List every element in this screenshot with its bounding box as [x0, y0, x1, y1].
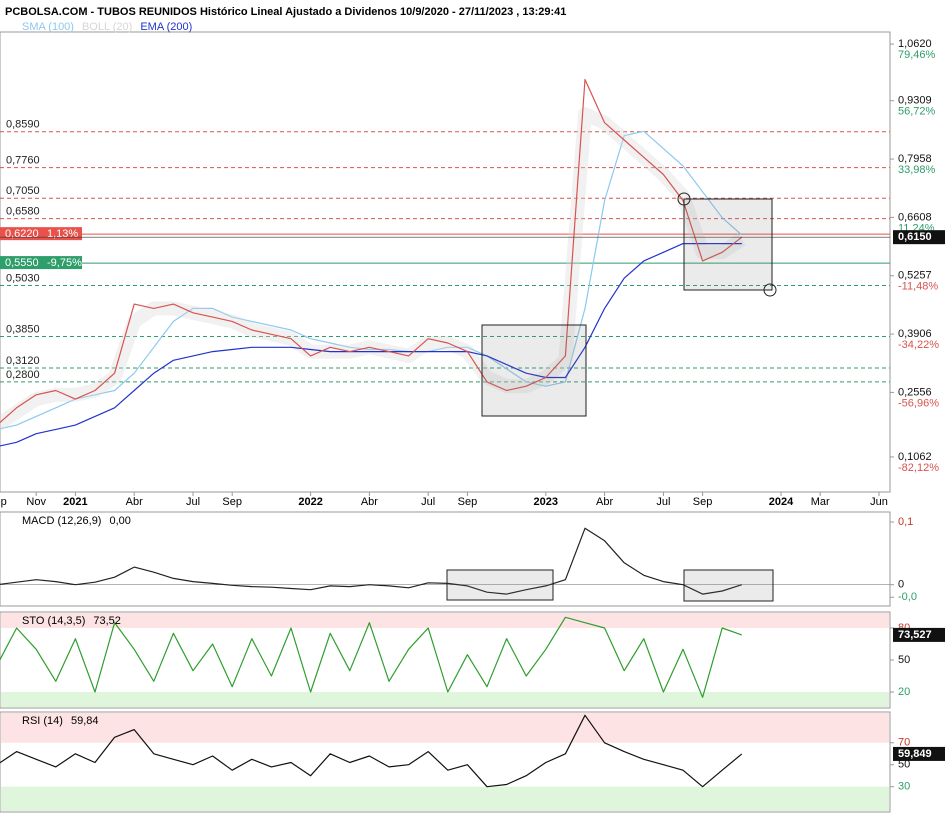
series-line [0, 243, 742, 447]
last-label: 59,849 [898, 748, 932, 760]
series-line [0, 130, 743, 430]
x-tick-label: Abr [361, 496, 378, 508]
y-tick-label: 0,1 [898, 516, 913, 528]
marker-circle [677, 192, 691, 206]
x-tick-label: Abr [596, 496, 613, 508]
last-label: 73,527 [898, 629, 932, 641]
level-label: 0,5550 [5, 257, 39, 269]
level-label: 0,6580 [6, 205, 40, 217]
level-label: 0,7050 [6, 185, 40, 197]
indicator-title: MACD (12,26,9) [22, 515, 101, 527]
y-tick-label: 70 [898, 737, 910, 749]
x-tick-label: Jul [186, 496, 200, 508]
x-tick-label: Sep [222, 496, 242, 508]
y-tick-label: 0,5257 [898, 270, 932, 282]
x-tick-label: Jul [421, 496, 435, 508]
legend-entry: SMA (100) [22, 21, 74, 33]
x-tick-label: Sep [0, 496, 7, 508]
x-tick-label: 2023 [534, 496, 558, 508]
x-tick-label: Jul [656, 496, 670, 508]
indicator-title: STO (14,3,5) [22, 615, 85, 627]
level-label: 0,7760 [6, 155, 40, 167]
oversold-zone [1, 786, 889, 811]
level-label: 0,6220 [5, 228, 39, 240]
level-box [0, 256, 82, 270]
level-change: -9,75% [47, 257, 82, 269]
indicator-title: RSI (14) [22, 715, 63, 727]
level-label: 0,5030 [6, 272, 40, 284]
x-tick-label: Abr [126, 496, 143, 508]
highlight-box [446, 569, 554, 601]
y-tick-change: 79,46% [898, 49, 936, 61]
y-tick-change: -56,96% [898, 397, 939, 409]
current-box [893, 230, 945, 245]
y-tick-label: 0,7958 [898, 153, 932, 165]
x-tick-label: Sep [693, 496, 713, 508]
y-tick-label: -0,0 [898, 591, 917, 603]
level-label: 0,2800 [6, 369, 40, 381]
y-tick-label: 30 [898, 781, 910, 793]
indicator-line [0, 714, 743, 788]
indicator-value: 0,00 [109, 515, 130, 527]
level-label: 0,3120 [6, 355, 40, 367]
y-tick-label: 50 [898, 654, 910, 666]
macd-panel [0, 511, 891, 607]
highlight-box [481, 324, 587, 417]
x-tick-label: 2024 [769, 496, 794, 508]
y-tick-label: 0,2556 [898, 386, 932, 398]
legend-entry: EMA (200) [140, 21, 192, 33]
main-panel [0, 31, 891, 493]
level-change: 1,13% [47, 228, 78, 240]
y-tick-change: -11,48% [898, 281, 938, 293]
overbought-zone [1, 613, 889, 628]
y-tick-label: 0 [898, 579, 904, 591]
marker-circle [763, 283, 777, 297]
y-tick-label: 50 [898, 759, 910, 771]
chart-title: PCBOLSA.COM - TUBOS REUNIDOS Histórico L… [5, 6, 566, 18]
last-box [893, 746, 945, 761]
y-tick-change: -34,22% [898, 339, 939, 351]
y-tick-label: 0,3906 [898, 328, 932, 340]
level-label: 0,8590 [6, 119, 40, 131]
x-tick-label: 2022 [298, 496, 322, 508]
oversold-zone [1, 692, 889, 707]
highlight-box [683, 569, 774, 602]
x-tick-label: Nov [26, 496, 46, 508]
legend-entry: BOLL (20) [82, 21, 132, 33]
indicator-value: 73,52 [93, 615, 121, 627]
y-tick-change: 33,98% [898, 164, 936, 176]
y-tick-label: 0,1062 [898, 451, 932, 463]
y-tick-change: -82,12% [898, 462, 939, 474]
y-tick-label: 20 [898, 686, 910, 698]
y-tick-label: 1,0620 [898, 38, 932, 50]
overbought-zone [1, 713, 889, 743]
current-label: 0,6150 [898, 231, 932, 243]
y-tick-label: 0,9309 [898, 95, 932, 107]
level-label: 0,3850 [6, 323, 40, 335]
y-tick-label: 0,6608 [898, 211, 932, 223]
x-tick-label: 2021 [63, 496, 87, 508]
x-tick-label: Mar [811, 496, 830, 508]
x-tick-label: Sep [458, 496, 478, 508]
price-line [0, 78, 743, 424]
indicator-line [0, 616, 742, 698]
y-tick-change: 56,72% [898, 106, 936, 118]
indicator-value: 59,84 [71, 715, 99, 727]
indicator-line [0, 527, 742, 595]
last-box [893, 627, 945, 642]
x-tick-label: Jun [870, 496, 888, 508]
highlight-box [683, 198, 773, 291]
